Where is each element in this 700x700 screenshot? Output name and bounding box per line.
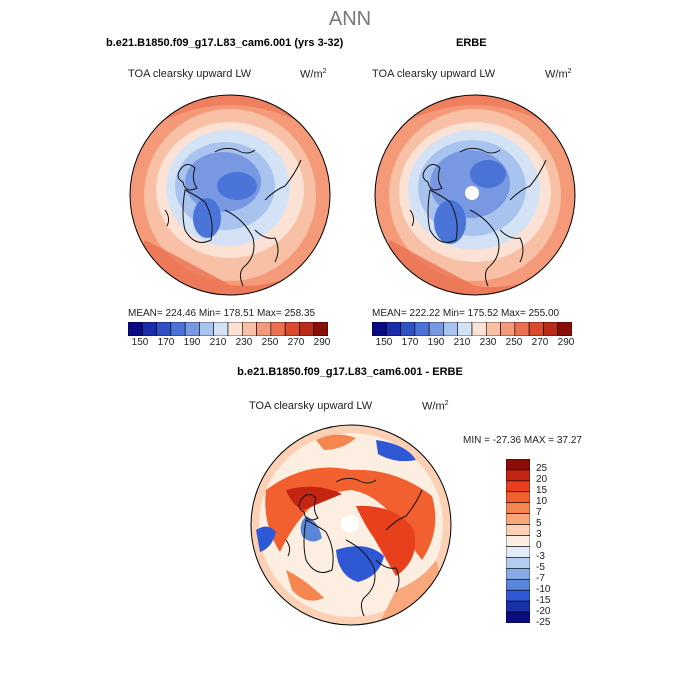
colorbar-cell bbox=[514, 322, 530, 336]
colorbar-cell bbox=[543, 322, 559, 336]
colorbar-cell bbox=[471, 322, 487, 336]
panel-1-tick: 210 bbox=[209, 337, 227, 348]
panel-1-tick: 170 bbox=[157, 337, 175, 348]
diff-colorbar-cell bbox=[506, 578, 530, 591]
panel-1-tick: 270 bbox=[287, 337, 305, 348]
panel-1-tick: 290 bbox=[313, 337, 331, 348]
panel-1-unit-label: W/m2 bbox=[300, 68, 327, 81]
panel-2-tick: 150 bbox=[375, 337, 393, 348]
colorbar-cell bbox=[485, 322, 501, 336]
colorbar-cell bbox=[385, 322, 401, 336]
diff-tick: -10 bbox=[536, 584, 551, 595]
diff-panel-polar-map bbox=[250, 424, 452, 626]
panel-2-polar-map bbox=[374, 94, 576, 296]
colorbar-cell bbox=[313, 322, 328, 336]
diff-colorbar-cell bbox=[506, 611, 530, 623]
panel-2-colorbar-ticks: 150 170 190 210 230 250 270 290 bbox=[372, 337, 575, 351]
diff-tick: -15 bbox=[536, 595, 551, 606]
panel-2-stats: MEAN= 222.22 Min= 175.52 Max= 255.00 bbox=[372, 308, 560, 319]
colorbar-cell bbox=[557, 322, 572, 336]
panel-1-tick: 250 bbox=[261, 337, 279, 348]
colorbar-cell bbox=[372, 322, 387, 336]
panel-2-variable-label: TOA clearsky upward LW bbox=[372, 68, 496, 80]
diff-colorbar-cell bbox=[506, 557, 530, 569]
panel-2-tick: 190 bbox=[427, 337, 445, 348]
panel-2-colorbar bbox=[372, 322, 572, 336]
diff-colorbar-cell bbox=[506, 469, 530, 482]
panel-1-tick: 190 bbox=[183, 337, 201, 348]
panel-1-stats: MEAN= 224.46 Min= 178.51 Max= 258.35 bbox=[128, 308, 316, 319]
diff-tick: 5 bbox=[536, 518, 542, 529]
diff-colorbar-ticks: 25 20 15 10 7 5 3 0 -3 -5 -7 -10 -15 -20… bbox=[536, 459, 576, 628]
colorbar-cell bbox=[299, 322, 315, 336]
diff-panel-unit-label: W/m2 bbox=[422, 400, 449, 413]
panel-1-variable-label: TOA clearsky upward LW bbox=[128, 68, 252, 80]
diff-colorbar-cell bbox=[506, 535, 530, 547]
diff-colorbar-cell bbox=[506, 546, 530, 558]
panel-2-title: ERBE bbox=[456, 37, 487, 49]
diff-tick: -7 bbox=[536, 573, 545, 584]
panel-2-tick: 210 bbox=[453, 337, 471, 348]
panel-1-title: b.e21.B1850.f09_g17.L83_cam6.001 (yrs 3-… bbox=[106, 37, 344, 49]
colorbar-cell bbox=[199, 322, 215, 336]
colorbar-cell bbox=[227, 322, 243, 336]
colorbar-cell bbox=[184, 322, 200, 336]
panel-1-tick: 230 bbox=[235, 337, 253, 348]
diff-tick: 10 bbox=[536, 496, 548, 507]
diff-colorbar-cell bbox=[506, 502, 530, 514]
diff-tick: 3 bbox=[536, 529, 542, 540]
panel-1-tick: 150 bbox=[131, 337, 149, 348]
diff-colorbar-cell bbox=[506, 491, 530, 504]
colorbar-cell bbox=[270, 322, 286, 336]
panel-2-tick: 270 bbox=[531, 337, 549, 348]
diff-colorbar-cell bbox=[506, 600, 530, 613]
figure-title: ANN bbox=[328, 8, 372, 30]
diff-tick: -25 bbox=[536, 617, 551, 628]
colorbar-cell bbox=[443, 322, 459, 336]
colorbar-cell bbox=[528, 322, 544, 336]
colorbar-cell bbox=[128, 322, 143, 336]
diff-panel-title: b.e21.B1850.f09_g17.L83_cam6.001 - ERBE bbox=[237, 366, 463, 378]
panel-1-colorbar bbox=[128, 322, 328, 336]
colorbar-cell bbox=[141, 322, 157, 336]
colorbar-cell bbox=[213, 322, 229, 336]
diff-tick: 0 bbox=[536, 540, 542, 551]
colorbar-cell bbox=[284, 322, 300, 336]
colorbar-cell bbox=[500, 322, 516, 336]
diff-tick: -20 bbox=[536, 606, 551, 617]
diff-tick: 15 bbox=[536, 485, 548, 496]
colorbar-cell bbox=[256, 322, 272, 336]
diff-colorbar bbox=[506, 459, 530, 623]
colorbar-cell bbox=[428, 322, 444, 336]
diff-tick: 20 bbox=[536, 474, 548, 485]
colorbar-cell bbox=[457, 322, 473, 336]
diff-tick: 25 bbox=[536, 463, 548, 474]
panel-1-polar-map bbox=[129, 94, 331, 296]
diff-tick: -3 bbox=[536, 551, 545, 562]
colorbar-cell bbox=[241, 322, 257, 336]
panel-2-tick: 290 bbox=[557, 337, 575, 348]
colorbar-cell bbox=[156, 322, 172, 336]
panel-1-colorbar-ticks: 150 170 190 210 230 250 270 290 bbox=[128, 337, 331, 351]
diff-colorbar-cell bbox=[506, 589, 530, 602]
panel-2-unit-label: W/m2 bbox=[545, 68, 572, 81]
colorbar-cell bbox=[400, 322, 416, 336]
diff-colorbar-cell bbox=[506, 524, 530, 536]
colorbar-cell bbox=[170, 322, 186, 336]
diff-colorbar-cell bbox=[506, 459, 530, 471]
panel-2-tick: 230 bbox=[479, 337, 497, 348]
diff-panel-variable-label: TOA clearsky upward LW bbox=[249, 400, 373, 412]
panel-2-tick: 170 bbox=[401, 337, 419, 348]
diff-panel-stats: MIN = -27.36 MAX = 37.27 bbox=[463, 435, 582, 446]
diff-colorbar-cell bbox=[506, 568, 530, 580]
diff-tick: 7 bbox=[536, 507, 542, 518]
diff-colorbar-cell bbox=[506, 480, 530, 493]
diff-tick: -5 bbox=[536, 562, 545, 573]
panel-2-tick: 250 bbox=[505, 337, 523, 348]
colorbar-cell bbox=[414, 322, 430, 336]
diff-colorbar-cell bbox=[506, 513, 530, 525]
